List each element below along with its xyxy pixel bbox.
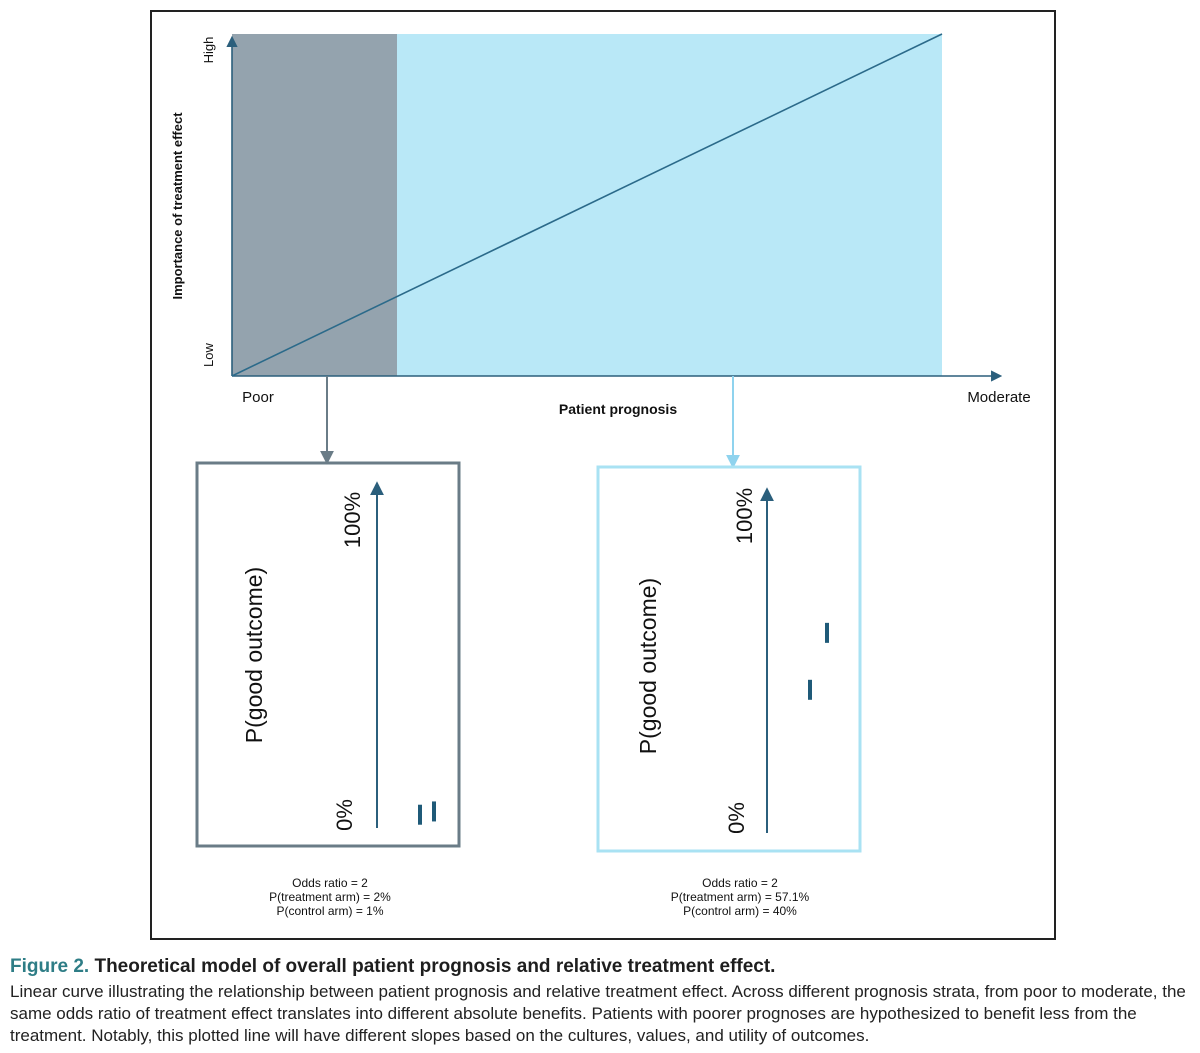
right-panel-ylabel: P(good outcome) — [635, 578, 661, 754]
right-treatment-prob: P(treatment arm) = 57.1% — [670, 890, 810, 904]
caption-title-line: Figure 2. Theoretical model of overall p… — [10, 955, 1195, 979]
figure-caption: Figure 2. Theoretical model of overall p… — [10, 955, 1195, 1047]
left-panel-top-tick: 100% — [340, 492, 365, 548]
left-panel-stats: Odds ratio = 2 P(treatment arm) = 2% P(c… — [250, 876, 410, 918]
y-axis-low-label: Low — [201, 342, 216, 366]
treatment-effect-line — [231, 33, 943, 377]
right-panel-bottom-tick: 0% — [724, 802, 749, 834]
x-axis-title: Patient prognosis — [559, 401, 677, 417]
x-axis-poor-label: Poor — [242, 389, 274, 406]
poor-outcome-panel — [195, 461, 461, 848]
right-panel-stats: Odds ratio = 2 P(treatment arm) = 57.1% … — [645, 876, 835, 918]
left-control-prob: P(control arm) = 1% — [276, 904, 384, 918]
moderate-prognosis-region — [397, 34, 942, 376]
x-axis-moderate-label: Moderate — [967, 389, 1030, 406]
right-panel-top-tick: 100% — [732, 488, 757, 544]
right-control-prob: P(control arm) = 40% — [683, 904, 797, 918]
caption-body: Linear curve illustrating the relationsh… — [10, 982, 1186, 1045]
y-axis-high-label: High — [201, 37, 216, 64]
y-axis-title: Importance of treatment effect — [170, 112, 185, 300]
moderate-outcome-panel — [596, 465, 862, 853]
right-odds-ratio: Odds ratio = 2 — [702, 876, 778, 890]
figure-frame — [150, 10, 1056, 940]
poor-prognosis-region — [232, 34, 397, 376]
left-odds-ratio: Odds ratio = 2 — [292, 876, 368, 890]
left-panel-ylabel: P(good outcome) — [241, 567, 267, 743]
caption-title: Theoretical model of overall patient pro… — [94, 956, 776, 977]
left-panel-bottom-tick: 0% — [332, 799, 357, 831]
left-treatment-prob: P(treatment arm) = 2% — [269, 890, 391, 904]
caption-figure-label: Figure 2. — [10, 956, 90, 977]
